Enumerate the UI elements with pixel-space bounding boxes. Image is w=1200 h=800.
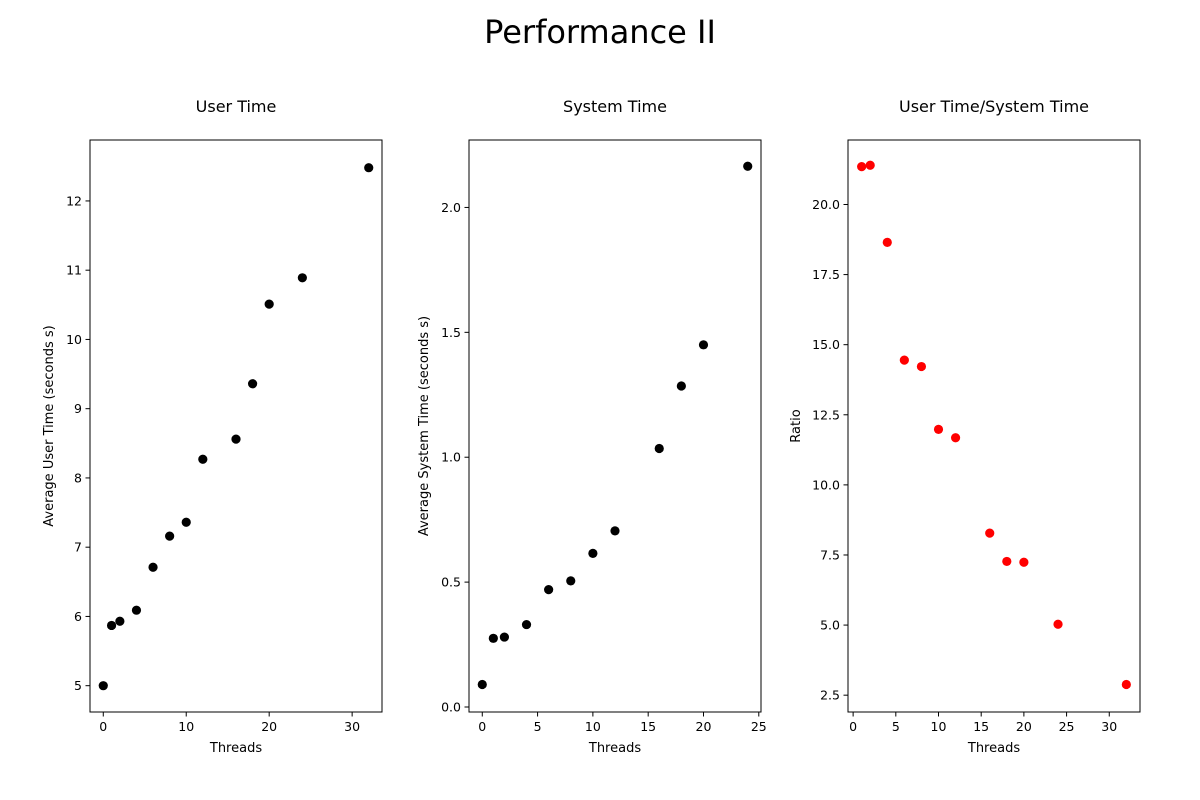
- x-tick-label: 30: [1101, 719, 1117, 734]
- data-point: [544, 585, 554, 595]
- x-tick-label: 0: [478, 719, 486, 734]
- ratio-title: User Time/System Time: [899, 97, 1089, 116]
- data-point: [857, 162, 867, 172]
- y-tick-label: 11: [66, 263, 82, 278]
- data-point: [916, 361, 927, 372]
- data-point: [882, 237, 892, 247]
- data-point: [950, 433, 961, 443]
- data-point: [264, 299, 274, 309]
- data-point: [98, 681, 108, 691]
- data-point: [566, 576, 576, 586]
- x-tick-label: 20: [1016, 719, 1032, 734]
- data-point: [1053, 619, 1063, 629]
- y-tick-label: 6: [74, 609, 82, 624]
- x-tick-label: 0: [849, 719, 857, 734]
- y-tick-label: 7.5: [820, 547, 840, 562]
- x-axis-label: Threads: [209, 741, 262, 756]
- y-tick-label: 20.0: [812, 197, 840, 212]
- y-tick-label: 10.0: [812, 477, 840, 492]
- data-point: [1002, 556, 1012, 567]
- data-point: [1019, 557, 1029, 567]
- x-tick-label: 10: [178, 719, 194, 734]
- y-axis-label: Ratio: [789, 409, 804, 442]
- x-tick-label: 0: [99, 719, 107, 734]
- y-axis-label: Average User Time (seconds s): [42, 325, 57, 526]
- ratio-panel: User Time/System Time 0 5 10 15 20 25 30 2.5 5.0 7…: [789, 97, 1141, 756]
- system-time-panel: System Time 0 5 10 15 20 25 0.0 0.5 1.0 1.5 2.0 Thre…: [417, 97, 767, 756]
- data-point: [115, 616, 125, 626]
- x-tick-label: 25: [751, 719, 767, 734]
- x-tick-label: 20: [261, 719, 277, 734]
- data-point: [165, 531, 175, 541]
- y-tick-label: 0.0: [441, 700, 461, 715]
- x-tick-label: 5: [892, 719, 900, 734]
- x-axis-label: Threads: [588, 741, 641, 756]
- y-axis-label: Average System Time (seconds s): [417, 316, 432, 536]
- data-point: [181, 517, 191, 527]
- x-tick-label: 10: [931, 719, 947, 734]
- system-time-axes-frame: [468, 139, 762, 713]
- x-tick-label: 25: [1059, 719, 1075, 734]
- x-tick-label: 15: [640, 719, 656, 734]
- y-tick-label: 7: [74, 540, 82, 555]
- data-point: [985, 528, 995, 538]
- data-point: [477, 679, 487, 690]
- data-point: [297, 273, 307, 283]
- data-point: [933, 424, 944, 434]
- data-point: [488, 633, 498, 643]
- y-tick-label: 15.0: [812, 337, 840, 352]
- x-tick-label: 20: [696, 719, 712, 734]
- y-tick-label: 1.0: [441, 450, 461, 465]
- data-point: [676, 381, 686, 391]
- subplots: User Time 0 10 20 30 5 6 7 8 9 10 11 12 Threads Averag…: [42, 97, 1141, 756]
- data-point: [198, 454, 208, 464]
- y-tick-label: 9: [74, 401, 82, 416]
- x-tick-label: 10: [585, 719, 601, 734]
- data-point: [588, 548, 598, 558]
- x-tick-label: 5: [534, 719, 542, 734]
- figure-title: Performance II: [484, 13, 716, 51]
- x-tick-label: 15: [973, 719, 989, 734]
- data-point: [131, 605, 142, 615]
- y-tick-label: 10: [66, 332, 82, 347]
- y-tick-label: 0.5: [441, 575, 461, 590]
- data-point: [521, 619, 532, 630]
- data-point: [698, 340, 709, 350]
- data-point: [654, 443, 664, 454]
- x-tick-label: 30: [344, 719, 360, 734]
- y-tick-label: 17.5: [812, 267, 840, 282]
- y-tick-label: 1.5: [441, 325, 461, 340]
- x-axis-label: Threads: [967, 741, 1020, 756]
- ratio-axes-frame: [847, 139, 1141, 713]
- y-tick-label: 12.5: [812, 407, 840, 422]
- data-point: [106, 620, 117, 631]
- data-point: [1121, 679, 1131, 690]
- user-time-title: User Time: [196, 97, 277, 116]
- y-tick-label: 2.0: [441, 200, 461, 215]
- data-point: [231, 434, 241, 444]
- y-tick-label: 8: [74, 470, 82, 485]
- system-time-title: System Time: [563, 97, 667, 116]
- y-tick-label: 5: [74, 678, 82, 693]
- y-tick-label: 5.0: [820, 618, 840, 633]
- data-point: [247, 379, 258, 389]
- data-point: [610, 526, 620, 536]
- data-point: [364, 163, 374, 173]
- y-tick-label: 12: [66, 193, 82, 208]
- user-time-axes-frame: [89, 139, 383, 713]
- data-point: [743, 161, 753, 171]
- user-time-panel: User Time 0 10 20 30 5 6 7 8 9 10 11 12 Threads Averag…: [42, 97, 383, 756]
- data-point: [499, 632, 509, 642]
- y-tick-label: 2.5: [820, 688, 840, 703]
- data-point: [865, 160, 875, 170]
- data-point: [148, 562, 158, 572]
- data-point: [899, 355, 909, 365]
